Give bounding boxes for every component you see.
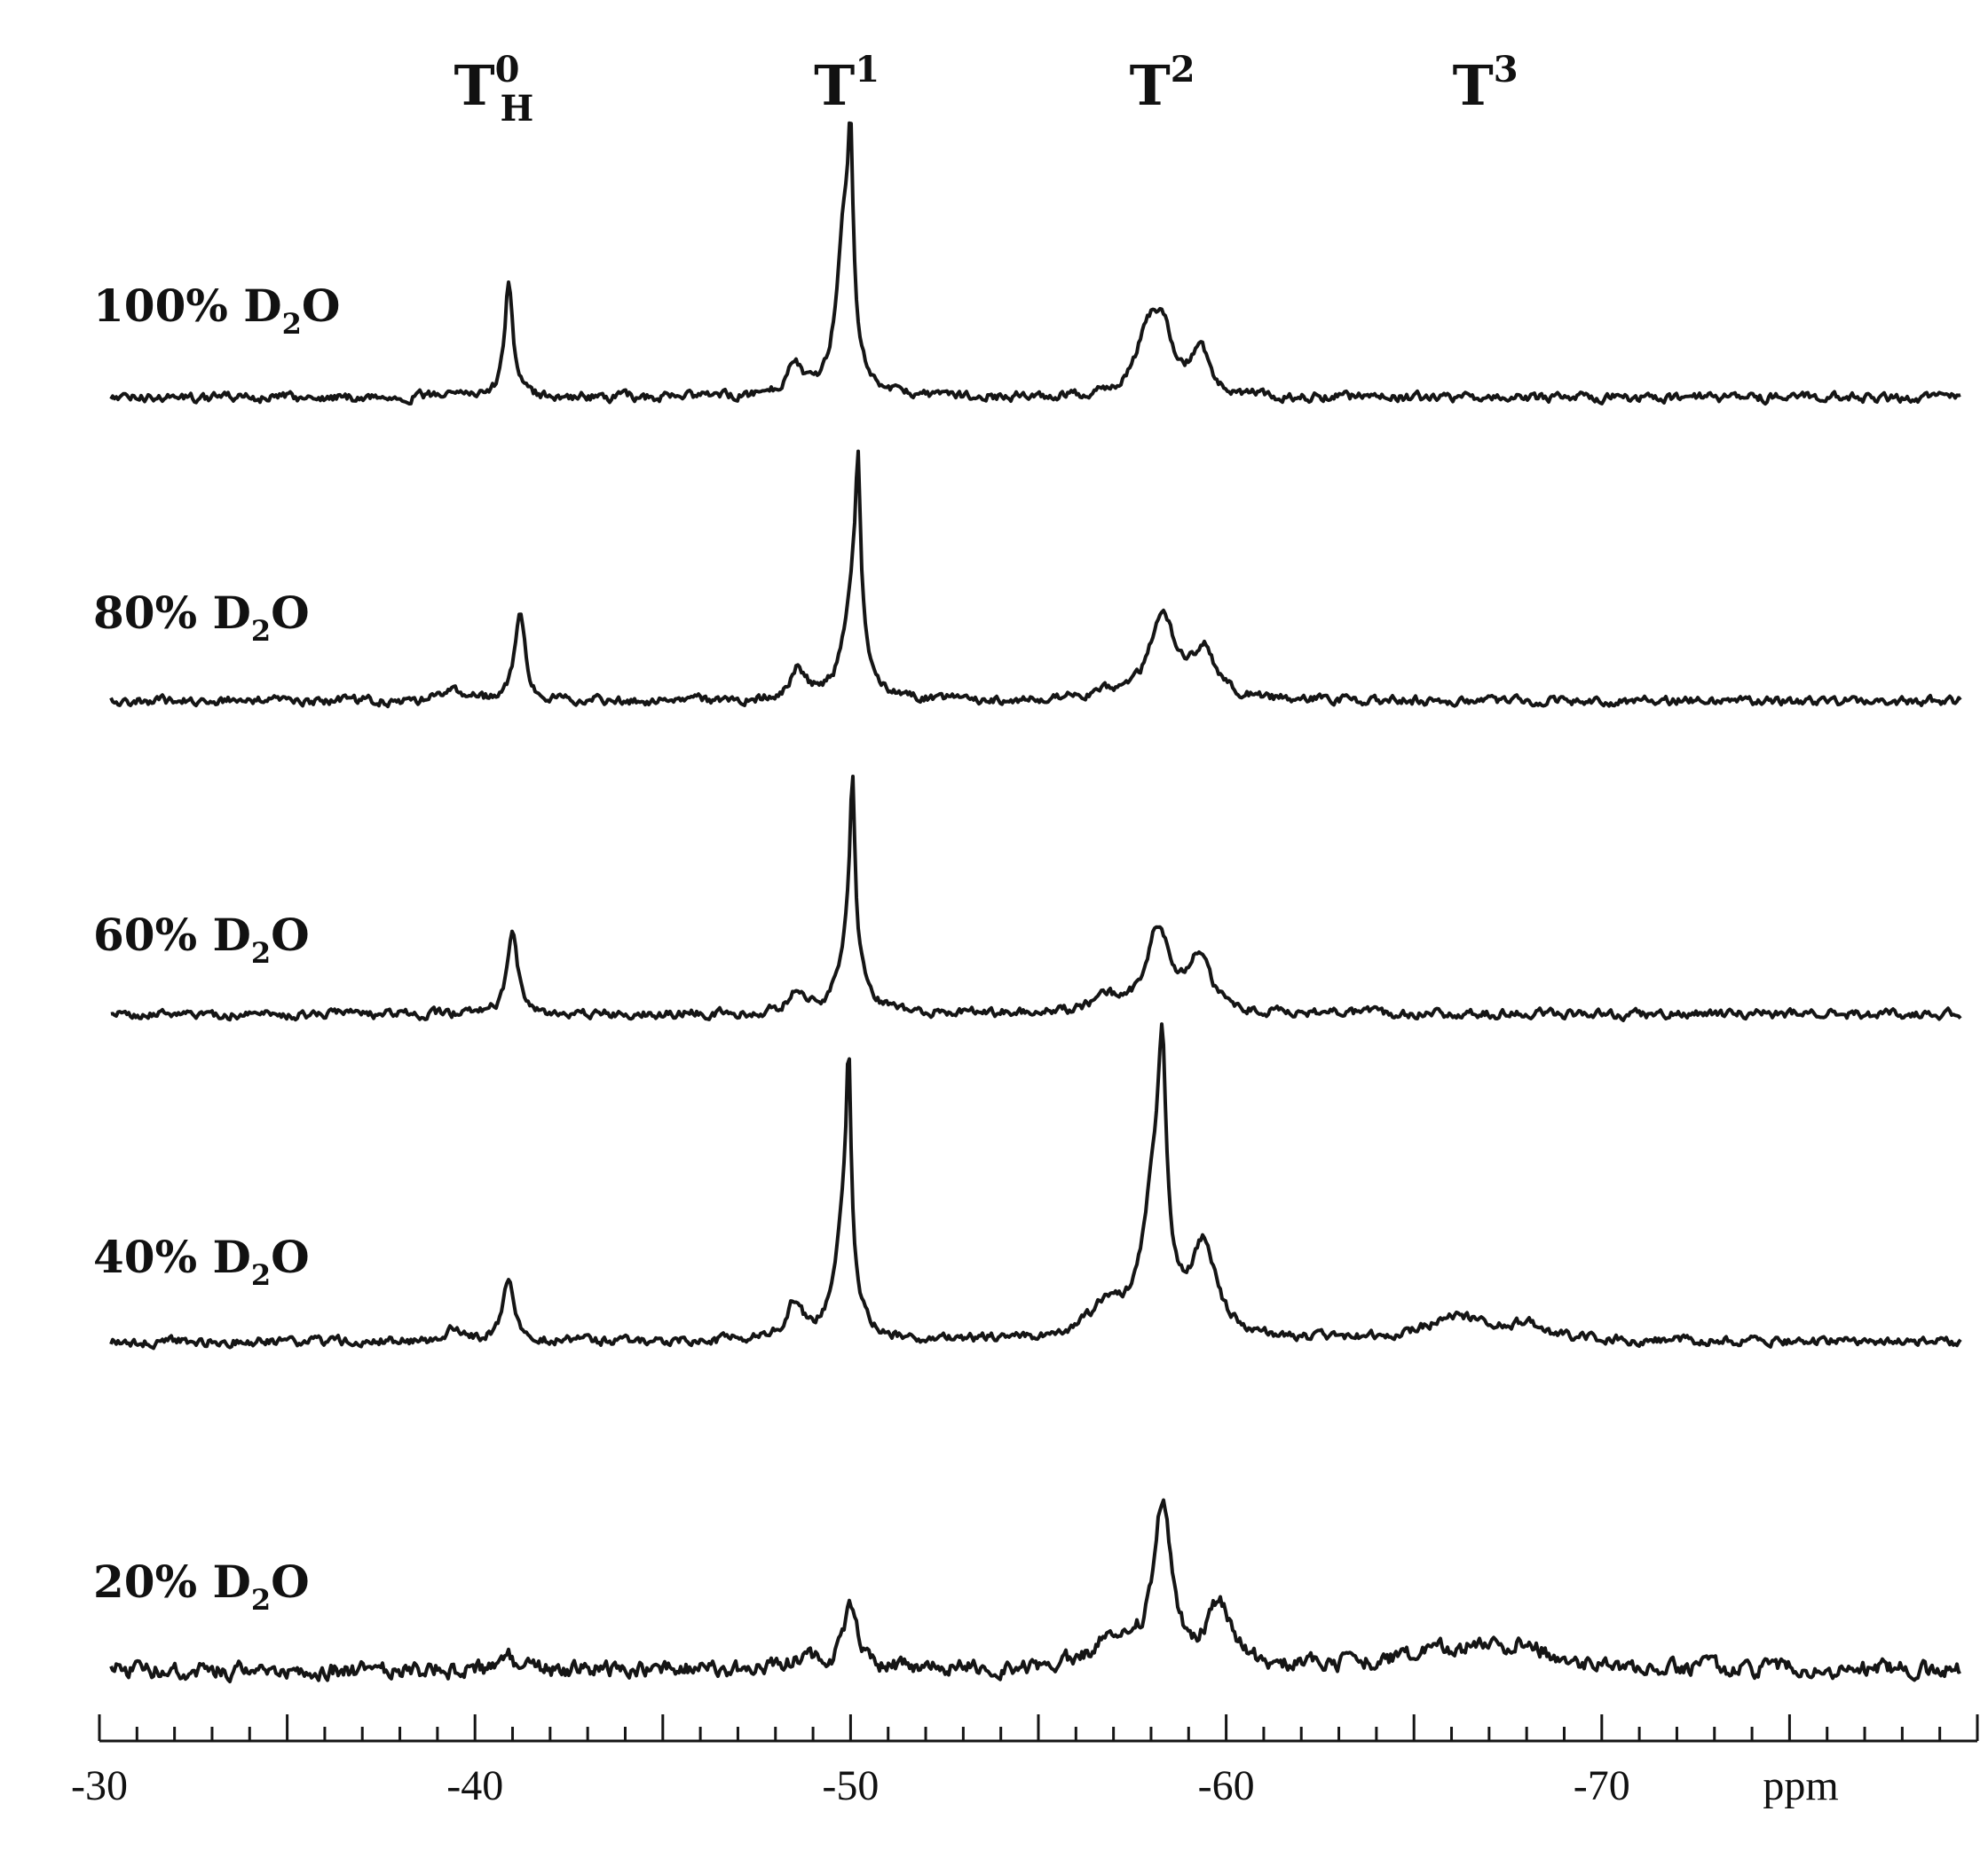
x-axis-tick-labels: -30 -40 -50 -60 -70 [71,1762,1630,1809]
series-label-sub: 2 [251,936,271,970]
spectrum-trace [109,1498,1961,1684]
peak-label: T1 [814,49,880,118]
spectrum-trace [109,1022,1962,1351]
series-label-sub: 2 [282,307,302,341]
series-label-sub: 2 [251,1258,271,1292]
series-label: 20% D2O [93,1556,310,1617]
x-tick-label: -60 [1198,1762,1255,1809]
x-tick-label: -40 [446,1762,503,1809]
series-label-sub: 2 [251,1583,271,1617]
series-label: 60% D2O [93,909,310,970]
series-label-main: 40% D [93,1231,251,1283]
spectrum-trace [109,121,1961,406]
x-axis: -30 -40 -50 -60 -70 ppm [71,1714,1979,1809]
peak-label-sub: H [500,88,533,130]
series-label-tail: O [271,1556,310,1608]
series-label: 100% D2O [93,280,340,341]
peak-label: T2 [1130,49,1195,118]
x-axis-unit-label: ppm [1763,1762,1838,1809]
peak-label-sup: 0 [495,49,520,91]
x-tick-label: -30 [71,1762,128,1809]
x-tick-label: -50 [822,1762,879,1809]
peak-labels: T0 H T1 T2 T3 [454,49,1518,130]
spectrum-traces [109,121,1962,1684]
peak-label-main: T [1130,53,1171,118]
series-label-main: 20% D [93,1556,251,1608]
series-label-tail: O [302,280,341,332]
spectrum-trace [109,449,1962,709]
peak-label-main: T [814,53,855,118]
peak-label-sup: 3 [1494,49,1519,91]
series-label-tail: O [271,1231,310,1283]
spectrum-trace [110,775,1962,1022]
peak-label: T3 [1453,49,1519,118]
series-label: 80% D2O [93,587,310,648]
x-tick-label: -70 [1574,1762,1630,1809]
peak-label-main: T [1453,53,1494,118]
series-label-main: 60% D [93,909,251,961]
peak-label-main: T [454,53,494,118]
series-label-main: 100% D [93,280,282,332]
series-label: 40% D2O [93,1231,310,1292]
x-axis-ticks [98,1714,1979,1741]
peak-label-sup: 1 [855,49,880,91]
series-label-sub: 2 [251,614,271,648]
series-label-tail: O [271,587,310,639]
series-label-main: 80% D [93,587,251,639]
peak-label-sup: 2 [1171,49,1195,91]
peak-label: T0 H [454,49,533,130]
series-label-tail: O [271,909,310,961]
